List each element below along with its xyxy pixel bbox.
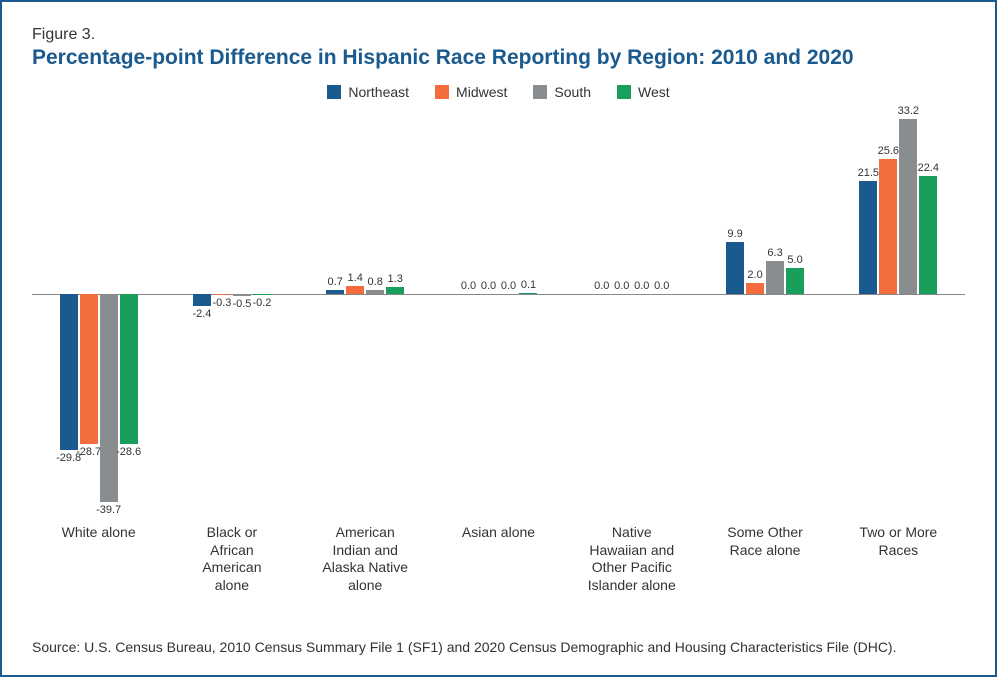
category-label: Black orAfricanAmericanalone <box>165 524 298 594</box>
bar-cluster: -2.4-0.3-0.5-0.2 <box>193 110 271 530</box>
category-label: Some OtherRace alone <box>698 524 831 594</box>
bar <box>746 283 764 294</box>
legend-swatch <box>327 85 341 99</box>
bar-cluster: 0.00.00.00.0 <box>593 110 671 530</box>
category-label: Asian alone <box>432 524 565 594</box>
category-label: AmericanIndian andAlaska Nativealone <box>299 524 432 594</box>
bar <box>100 294 118 502</box>
bar-wrap: 0.0 <box>459 110 477 530</box>
bar-wrap: 0.1 <box>519 110 537 530</box>
bar <box>80 294 98 445</box>
bar-wrap: 0.0 <box>593 110 611 530</box>
category-label: White alone <box>32 524 165 594</box>
bar <box>120 294 138 444</box>
bar <box>519 293 537 294</box>
figure-number: Figure 3. <box>32 26 965 44</box>
bar-wrap: -29.8 <box>60 110 78 530</box>
bar-wrap: -0.5 <box>233 110 251 530</box>
legend-swatch <box>435 85 449 99</box>
bar-wrap: 22.4 <box>919 110 937 530</box>
legend: Northeast Midwest South West <box>32 84 965 100</box>
bar-group: 21.525.633.222.4 <box>832 110 965 530</box>
bar-cluster: 0.71.40.81.3 <box>326 110 404 530</box>
figure-source: Source: U.S. Census Bureau, 2010 Census … <box>32 638 965 657</box>
bar-value-label: 0.0 <box>647 280 677 292</box>
bar <box>859 181 877 294</box>
legend-item: West <box>617 84 670 100</box>
bar-wrap: -28.6 <box>120 110 138 530</box>
bar-wrap: 5.0 <box>786 110 804 530</box>
bar-group: 0.00.00.00.0 <box>565 110 698 530</box>
bar <box>366 290 384 294</box>
legend-label: South <box>554 84 591 100</box>
bar <box>213 294 231 296</box>
bar-wrap: 0.0 <box>499 110 517 530</box>
bar-group: 0.71.40.81.3 <box>299 110 432 530</box>
bar-wrap: 0.0 <box>653 110 671 530</box>
bar <box>60 294 78 450</box>
bar <box>253 294 271 295</box>
bar-cluster: 9.92.06.35.0 <box>726 110 804 530</box>
bar-group: -2.4-0.3-0.5-0.2 <box>165 110 298 530</box>
chart-bar-groups: -29.8-28.7-39.7-28.6-2.4-0.3-0.5-0.20.71… <box>32 110 965 530</box>
bar-wrap: -0.2 <box>253 110 271 530</box>
bar <box>879 159 897 293</box>
bar-wrap: 0.7 <box>326 110 344 530</box>
bar-value-label: -28.6 <box>114 446 144 458</box>
bar <box>766 261 784 294</box>
category-label: NativeHawaiian andOther PacificIslander … <box>565 524 698 594</box>
bar <box>899 119 917 293</box>
legend-label: West <box>638 84 670 100</box>
bar-wrap: 6.3 <box>766 110 784 530</box>
bar-wrap: 0.0 <box>613 110 631 530</box>
bar-value-label: 22.4 <box>913 162 943 174</box>
legend-swatch <box>533 85 547 99</box>
bar-wrap: 9.9 <box>726 110 744 530</box>
bar <box>726 242 744 294</box>
bar-wrap: 21.5 <box>859 110 877 530</box>
chart-category-labels: White aloneBlack orAfricanAmericanaloneA… <box>32 524 965 594</box>
legend-swatch <box>617 85 631 99</box>
bar-wrap: -0.3 <box>213 110 231 530</box>
category-label: Two or MoreRaces <box>832 524 965 594</box>
bar-wrap: 2.0 <box>746 110 764 530</box>
figure-title: Percentage-point Difference in Hispanic … <box>32 46 965 70</box>
bar-value-label: 5.0 <box>780 254 810 266</box>
bar-wrap: -2.4 <box>193 110 211 530</box>
legend-item: Midwest <box>435 84 507 100</box>
bar <box>786 268 804 294</box>
chart-plot-area: -29.8-28.7-39.7-28.6-2.4-0.3-0.5-0.20.71… <box>32 110 965 530</box>
bar-wrap: 1.3 <box>386 110 404 530</box>
legend-label: Midwest <box>456 84 507 100</box>
bar-value-label: 1.3 <box>380 273 410 285</box>
bar-cluster: -29.8-28.7-39.7-28.6 <box>60 110 138 530</box>
bar <box>386 287 404 294</box>
bar-wrap: -28.7 <box>80 110 98 530</box>
bar-cluster: 0.00.00.00.1 <box>459 110 537 530</box>
bar-wrap: -39.7 <box>100 110 118 530</box>
bar-value-label: 0.1 <box>513 279 543 291</box>
bar-cluster: 21.525.633.222.4 <box>859 110 937 530</box>
bar <box>919 176 937 294</box>
bar-group: 0.00.00.00.1 <box>432 110 565 530</box>
bar-wrap: 0.0 <box>479 110 497 530</box>
bar-group: 9.92.06.35.0 <box>698 110 831 530</box>
bar-group: -29.8-28.7-39.7-28.6 <box>32 110 165 530</box>
legend-item: South <box>533 84 591 100</box>
bar-wrap: 1.4 <box>346 110 364 530</box>
bar-wrap: 0.0 <box>633 110 651 530</box>
legend-item: Northeast <box>327 84 409 100</box>
bar-wrap: 0.8 <box>366 110 384 530</box>
bar <box>326 290 344 294</box>
bar-wrap: 25.6 <box>879 110 897 530</box>
legend-label: Northeast <box>348 84 409 100</box>
bar-value-label: -0.2 <box>247 297 277 309</box>
figure-frame: Figure 3. Percentage-point Difference in… <box>0 0 997 677</box>
